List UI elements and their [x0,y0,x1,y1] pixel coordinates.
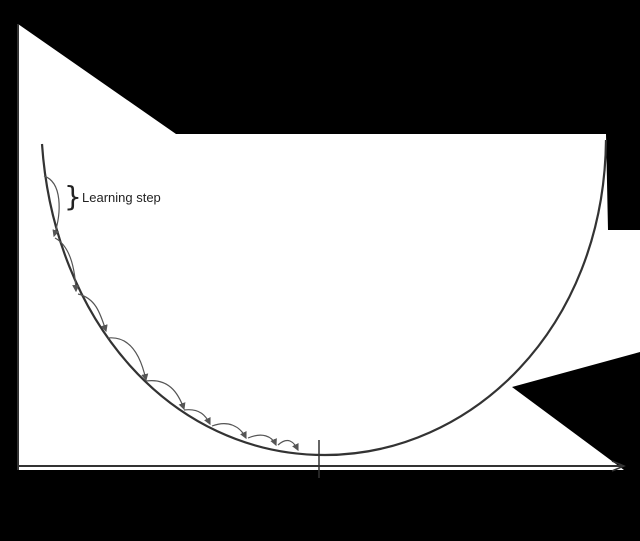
brace-icon: } [64,180,82,213]
loss-curve [40,139,608,457]
step-arrow-7 [211,423,247,440]
step-arrow-1 [43,175,60,238]
step-arrow-6 [183,409,211,426]
white-panel [18,24,640,470]
learning-steps [43,175,299,452]
step-arrow-5 [145,380,186,411]
step-arrow-3 [77,293,108,333]
learning-step-label: Learning step [82,190,161,205]
step-arrow-9 [277,439,299,452]
step-arrow-4 [107,337,149,382]
step-arrow-8 [247,434,277,447]
step-arrow-2 [54,237,80,293]
x-axis-arrow-icon [611,460,626,472]
